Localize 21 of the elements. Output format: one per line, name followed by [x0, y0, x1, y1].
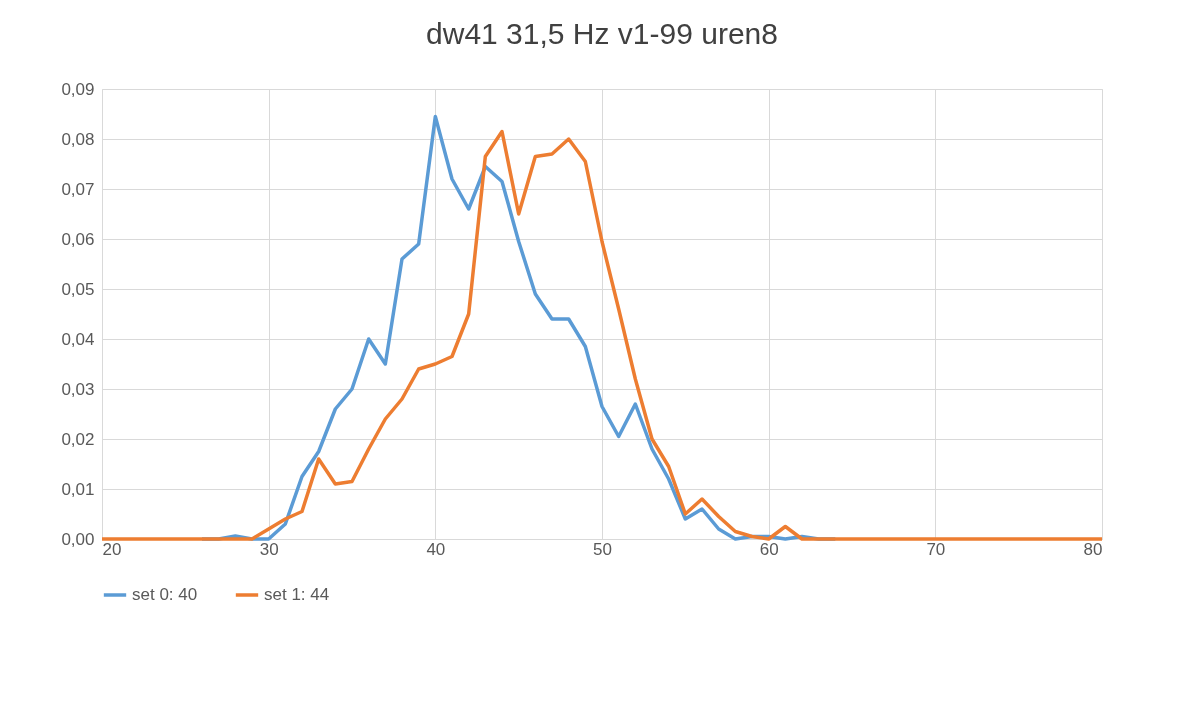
y-tick-label: 0,09: [61, 79, 95, 99]
x-tick-label: 40: [426, 539, 446, 559]
y-tick-label: 0,01: [61, 479, 95, 499]
x-tick-label: 70: [926, 539, 946, 559]
y-tick-label: 0,04: [61, 329, 95, 349]
y-tick-label: 0,03: [61, 379, 95, 399]
chart-title: dw41 31,5 Hz v1-99 uren8: [426, 17, 778, 50]
y-tick-label: 0,07: [61, 179, 95, 199]
x-tick-label: 50: [593, 539, 612, 559]
legend-label: set 0: 40: [132, 585, 198, 604]
y-tick-label: 0,02: [61, 429, 95, 449]
x-tick-label: 60: [759, 539, 779, 559]
x-tick-label: 30: [259, 539, 279, 559]
x-tick-label: 20: [102, 539, 122, 559]
y-tick-label: 0,06: [61, 229, 95, 249]
y-tick-label: 0,00: [61, 529, 95, 549]
line-series: [100, 129, 1104, 541]
x-tick-label: 80: [1083, 539, 1103, 559]
y-tick-label: 0,08: [61, 129, 95, 149]
y-tick-label: 0,05: [61, 279, 95, 299]
legend-label: set 1: 44: [264, 585, 330, 604]
